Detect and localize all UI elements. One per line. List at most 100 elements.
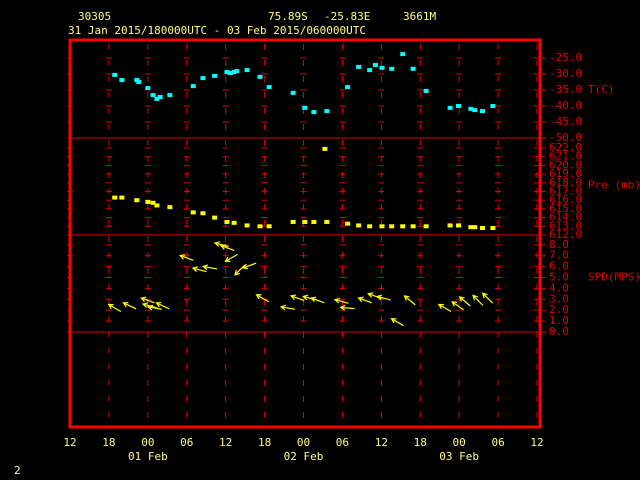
data-point	[290, 90, 296, 95]
y-tick-label: 613.0	[549, 219, 582, 232]
wind-arrow	[219, 244, 235, 252]
y-tick-label: -40.0	[549, 99, 582, 112]
wind-arrow	[375, 294, 391, 301]
data-point	[157, 95, 163, 100]
data-point	[423, 224, 429, 229]
data-point	[389, 66, 395, 71]
data-point	[400, 224, 406, 229]
page-number: 2	[14, 464, 21, 477]
data-point	[119, 195, 125, 200]
data-point	[145, 199, 151, 204]
y-tick-label: 4.0	[549, 281, 569, 294]
y-tick-label: 2.0	[549, 303, 569, 316]
x-tick-label: 00	[297, 436, 310, 449]
data-point	[302, 219, 308, 224]
x-tick-label: 00	[453, 436, 466, 449]
wind-arrow	[437, 303, 452, 313]
y-tick-label: -45.0	[549, 115, 582, 128]
data-point	[480, 226, 486, 231]
data-point	[266, 224, 272, 229]
y-tick-label: 616.0	[549, 193, 582, 206]
data-point	[227, 70, 233, 75]
data-point	[200, 211, 206, 216]
y-tick-label: 8.0	[549, 238, 569, 251]
data-point	[322, 146, 328, 151]
data-point	[447, 105, 453, 110]
panel-label: SPD(MPS)	[588, 271, 640, 284]
data-point	[447, 223, 453, 228]
longitude: -25.83E	[324, 10, 370, 23]
data-point	[112, 195, 118, 200]
y-tick-label: 620.0	[549, 158, 582, 171]
data-point	[244, 68, 250, 73]
wind-arrow	[155, 301, 170, 310]
x-tick-label: 18	[102, 436, 115, 449]
y-tick-label: 5.0	[549, 271, 569, 284]
data-point	[410, 224, 416, 229]
elevation: 3661M	[403, 10, 436, 23]
y-tick-label: 3.0	[549, 292, 569, 305]
data-point	[367, 68, 373, 73]
x-tick-label: 00	[141, 436, 154, 449]
data-point	[212, 73, 218, 78]
x-tick-label: 06	[491, 436, 504, 449]
data-point	[224, 219, 230, 224]
wind-arrow	[234, 264, 246, 276]
wind-arrow	[481, 292, 494, 304]
data-point	[472, 108, 478, 113]
y-tick-label: -25.0	[549, 51, 582, 64]
data-point	[167, 205, 173, 210]
date-label: 02 Feb	[284, 450, 324, 463]
period: 31 Jan 2015/180000UTC - 03 Feb 2015/0600…	[68, 24, 366, 37]
date-label: 01 Feb	[128, 450, 168, 463]
wind-arrow	[310, 296, 325, 304]
data-point	[200, 76, 206, 81]
data-point	[379, 65, 385, 70]
data-point	[244, 223, 250, 228]
y-tick-label: 1.0	[549, 314, 569, 327]
data-point	[145, 86, 151, 91]
y-tick-label: -30.0	[549, 67, 582, 80]
data-point	[150, 93, 156, 98]
x-tick-label: 12	[375, 436, 388, 449]
x-tick-label: 06	[180, 436, 193, 449]
data-point	[212, 215, 218, 220]
data-point	[257, 224, 263, 229]
y-tick-label: -35.0	[549, 83, 582, 96]
data-point	[290, 219, 296, 224]
wind-arrow	[107, 303, 122, 313]
data-point	[345, 85, 351, 90]
data-point	[410, 66, 416, 71]
y-tick-label: 619.0	[549, 167, 582, 180]
y-tick-label: 612.0	[549, 228, 582, 241]
wind-arrow	[333, 297, 349, 304]
panel-label: Pre (mb)	[588, 178, 640, 191]
wind-arrow	[255, 294, 269, 303]
wind-arrow	[140, 296, 155, 304]
data-point	[400, 52, 406, 57]
data-point	[468, 225, 474, 230]
wind-arrow	[224, 253, 238, 263]
data-point	[190, 84, 196, 89]
data-point	[456, 103, 462, 108]
data-point	[324, 219, 330, 224]
station-id: 30305	[78, 10, 111, 23]
data-point	[231, 70, 237, 75]
wind-arrow	[289, 294, 305, 302]
frame	[68, 38, 542, 429]
wind-arrow	[201, 264, 218, 271]
wind-arrow	[357, 296, 372, 304]
data-point	[480, 109, 486, 114]
y-tick-label: -50.0	[549, 131, 582, 144]
data-point	[345, 221, 351, 226]
x-tick-label: 12	[219, 436, 232, 449]
panel-label: T(C)	[588, 83, 615, 96]
data-point	[224, 70, 230, 75]
data-point	[468, 106, 474, 111]
y-tick-label: 622.0	[549, 141, 582, 154]
wind-arrow	[339, 304, 355, 311]
wind-arrow	[122, 301, 137, 310]
data-point	[472, 225, 478, 230]
data-point	[311, 110, 317, 115]
